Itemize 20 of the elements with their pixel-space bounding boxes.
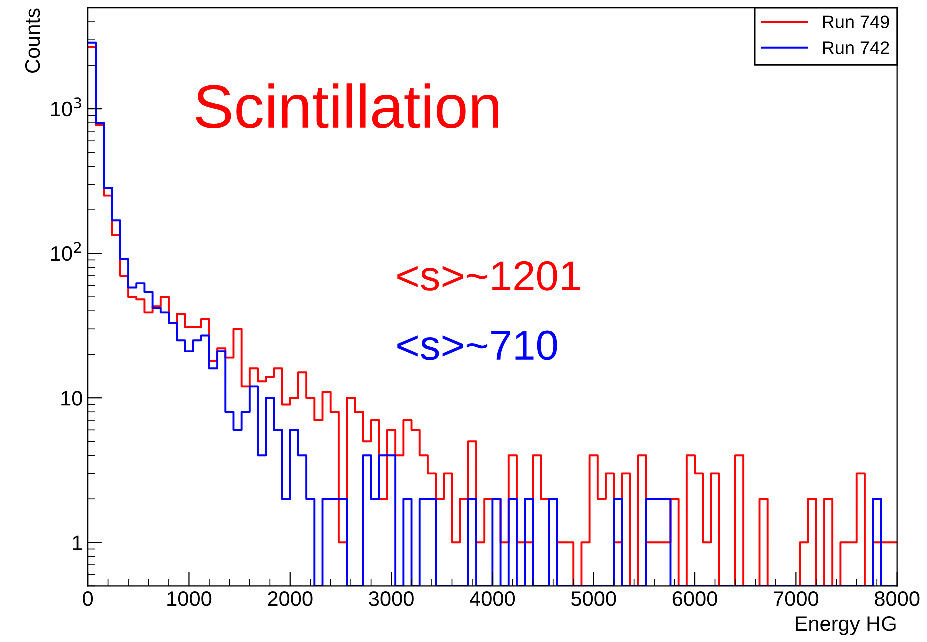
y-tick-label: 10$^{2}$ [51, 242, 82, 262]
x-tick-label: 0 [83, 592, 94, 606]
annotation: Scintillation [196, 84, 498, 128]
y-tick-label: 10$^{3}$ [51, 98, 82, 117]
y-tick-label: 10 [62, 391, 82, 406]
annotation: <s>~1201 [398, 261, 580, 291]
annotation: <s>~710 [398, 330, 558, 360]
x-tick-label: 4000 [470, 592, 516, 606]
x-tick-label: 8000 [875, 592, 920, 606]
x-tick-label: 6000 [672, 592, 718, 606]
x-axis-title: Energy HG [796, 616, 896, 636]
x-tick-label: 2000 [268, 592, 313, 606]
x-tick-label: 3000 [369, 592, 414, 606]
x-tick-label: 1000 [168, 592, 212, 606]
legend-label: Run 749 [823, 16, 890, 29]
y-tick-label: 1 [73, 536, 82, 550]
x-tick-label: 7000 [774, 592, 819, 606]
legend-label: Run 742 [823, 42, 890, 54]
y-axis-title: Counts [25, 8, 40, 73]
x-tick-label: 5000 [572, 592, 616, 606]
